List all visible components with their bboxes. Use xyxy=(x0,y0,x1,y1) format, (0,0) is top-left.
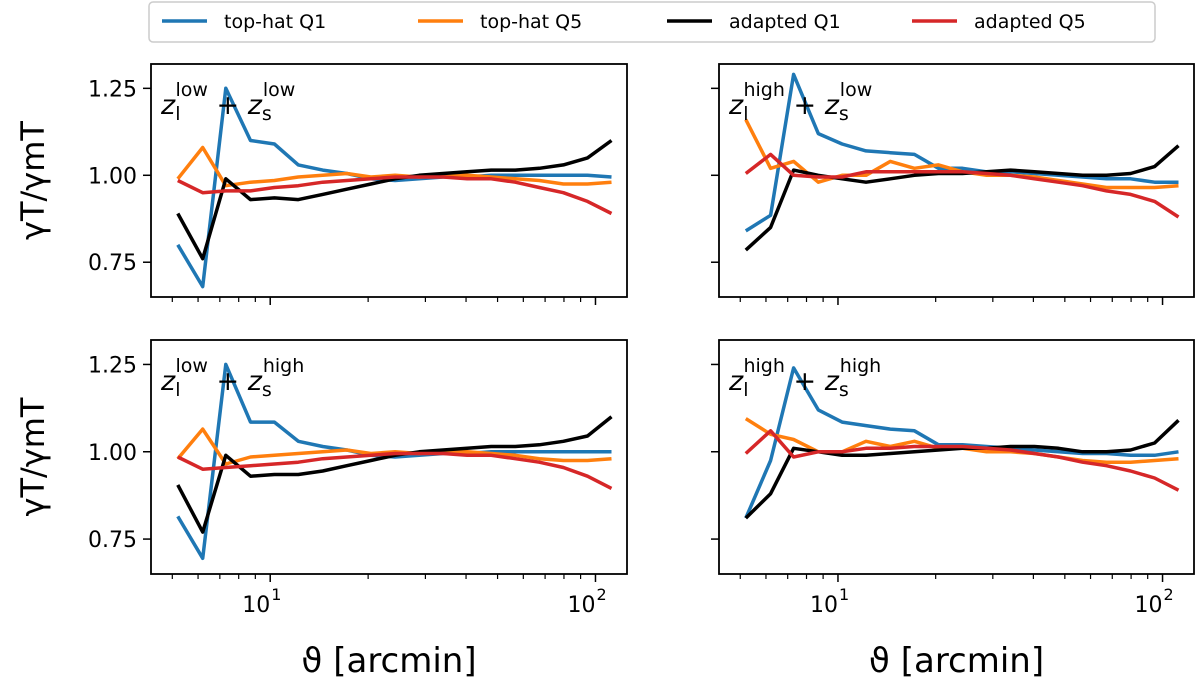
series-group xyxy=(744,366,1180,520)
x-tick-label: 10 xyxy=(242,593,270,618)
series-line-top-hat-q1 xyxy=(744,72,1179,233)
panel-frame xyxy=(718,63,1195,298)
x-tick-exponent: 1 xyxy=(839,585,849,604)
panel-annotation: zllow + zslow xyxy=(160,79,295,125)
y-tick-label: 1.25 xyxy=(88,77,137,102)
legend-entry-0: top-hat Q1 xyxy=(162,11,326,33)
series-line-adapted-q5 xyxy=(744,152,1180,219)
panel-annotation: zlhigh + zshigh xyxy=(728,355,881,401)
panels: 0.75 1.00 1.25 zllow + zslow γT/γmT zlhigh + … xyxy=(14,63,1195,681)
x-tick-exponent: 2 xyxy=(596,585,606,604)
x-tick-exponent: 2 xyxy=(1164,585,1174,604)
legend: top-hat Q1 top-hat Q5 adapted Q1 adapted Q5 xyxy=(148,1,1156,43)
series-line-adapted-q1 xyxy=(744,419,1180,520)
legend-entry-1: top-hat Q5 xyxy=(418,11,582,33)
y-tick-label: 1.00 xyxy=(88,441,137,466)
legend-label-0: top-hat Q1 xyxy=(224,11,326,33)
x-axis-label: ϑ [arcmin] xyxy=(869,641,1044,681)
series-line-adapted-q5 xyxy=(744,429,1180,492)
series-line-adapted-q5 xyxy=(177,451,613,490)
series-line-adapted-q1 xyxy=(744,144,1180,252)
x-tick-label: 10 xyxy=(1135,593,1163,618)
panel-annotation: zlhigh + zslow xyxy=(728,79,872,125)
legend-frame xyxy=(148,1,1156,43)
y-tick-label: 1.00 xyxy=(88,164,137,189)
panel-frame xyxy=(150,63,628,298)
x-axis-label: ϑ [arcmin] xyxy=(301,641,476,681)
panel-1: zlhigh + zslow xyxy=(711,63,1195,305)
panel-frame xyxy=(150,339,628,575)
series-line-adapted-q1 xyxy=(176,415,613,534)
legend-entry-3: adapted Q5 xyxy=(912,11,1086,33)
series-group xyxy=(744,72,1180,252)
y-tick-label: 0.75 xyxy=(88,251,137,276)
series-group xyxy=(176,86,613,289)
x-tick-label: 10 xyxy=(567,593,595,618)
legend-label-1: top-hat Q5 xyxy=(480,11,582,33)
series-line-adapted-q5 xyxy=(177,175,613,216)
x-tick-label: 10 xyxy=(810,593,838,618)
panel-0: 0.75 1.00 1.25 zllow + zslow γT/γmT xyxy=(14,63,628,305)
legend-label-2: adapted Q1 xyxy=(729,11,841,33)
x-tick-exponent: 1 xyxy=(271,585,281,604)
panel-frame xyxy=(718,339,1195,575)
y-tick-label: 1.25 xyxy=(88,353,137,378)
legend-label-3: adapted Q5 xyxy=(974,11,1086,33)
legend-entry-2: adapted Q1 xyxy=(667,11,841,33)
y-axis-label: γT/γmT xyxy=(14,397,52,516)
y-axis-label: γT/γmT xyxy=(14,121,52,240)
y-tick-label: 0.75 xyxy=(88,528,137,553)
series-line-top-hat-q5 xyxy=(176,427,612,466)
series-group xyxy=(176,362,613,561)
panel-annotation: zllow + zshigh xyxy=(160,355,304,401)
series-line-adapted-q1 xyxy=(176,139,613,261)
